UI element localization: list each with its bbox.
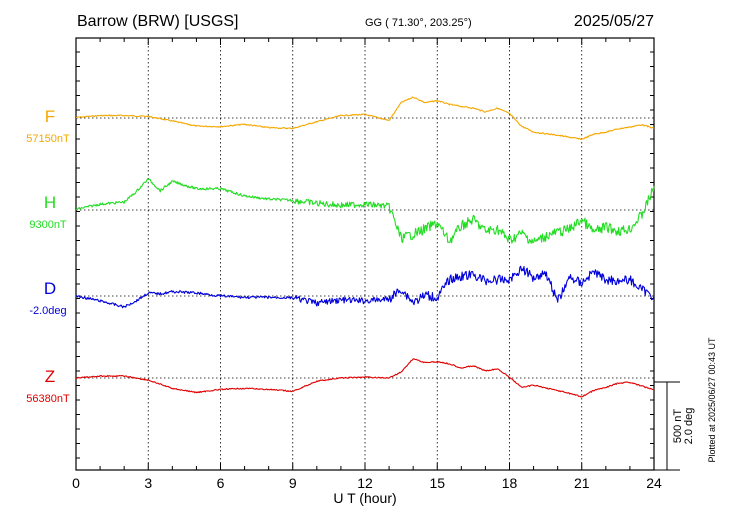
series-name-h: H	[44, 193, 56, 212]
series-layer	[75, 96, 655, 398]
grid	[76, 38, 654, 470]
station-title: Barrow (BRW) [USGS]	[77, 13, 239, 30]
series-name-f: F	[45, 107, 55, 126]
series-line-z	[75, 358, 655, 398]
x-tick-label: 24	[646, 475, 662, 491]
series-line-f	[76, 96, 655, 141]
plot-date: 2025/05/27	[574, 13, 654, 30]
x-tick-label: 15	[429, 475, 445, 491]
series-baseline-z: 56380nT	[26, 393, 70, 405]
scale-label-nt: 500 nT	[672, 409, 684, 444]
x-tick-label: 6	[217, 475, 225, 491]
x-tick-label: 18	[502, 475, 518, 491]
x-tick-labels: 0 3 6 9 12 15 18 21 24	[72, 475, 662, 491]
scale-label-deg: 2.0 deg	[683, 408, 695, 445]
x-axis-label: U T (hour)	[333, 490, 396, 506]
series-baseline-d: -2.0deg	[29, 305, 66, 317]
axis-ticks	[75, 38, 655, 470]
x-tick-label: 9	[289, 475, 297, 491]
series-labels: F 57150nT H 9300nT D -2.0deg Z 56380nT	[26, 107, 70, 405]
series-name-d: D	[44, 279, 56, 298]
series-baseline-f: 57150nT	[26, 133, 70, 145]
x-tick-label: 21	[574, 475, 590, 491]
series-line-d	[75, 265, 655, 309]
x-tick-label: 0	[72, 475, 80, 491]
series-name-z: Z	[45, 367, 55, 386]
x-tick-label: 12	[357, 475, 373, 491]
station-coords: GG ( 71.30°, 203.25°)	[365, 17, 472, 29]
series-baseline-h: 9300nT	[29, 219, 67, 231]
x-tick-label: 3	[144, 475, 152, 491]
series-line-h	[75, 178, 655, 244]
plotted-at-note: Plotted at 2025/06/27 00:43 UT	[707, 337, 717, 463]
